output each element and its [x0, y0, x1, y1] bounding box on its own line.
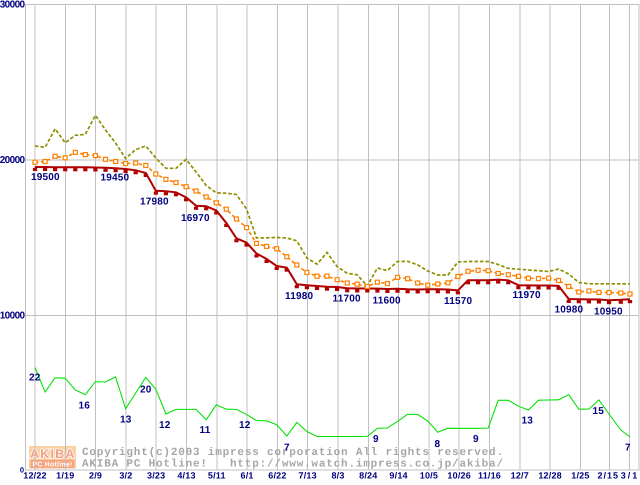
- svg-text:6/22: 6/22: [268, 470, 286, 480]
- svg-text:11980: 11980: [285, 291, 313, 302]
- svg-text:15: 15: [593, 406, 605, 417]
- svg-text:10000: 10000: [0, 311, 26, 322]
- svg-text:8/3: 8/3: [331, 470, 344, 480]
- svg-text:9: 9: [373, 434, 379, 445]
- svg-text:7: 7: [625, 443, 631, 454]
- svg-text:12: 12: [239, 420, 251, 431]
- svg-text:10/26: 10/26: [447, 470, 471, 480]
- svg-text:11/16: 11/16: [478, 470, 501, 480]
- svg-text:1/19: 1/19: [56, 470, 74, 480]
- svg-text:16970: 16970: [181, 213, 210, 224]
- svg-text:AKIBA: AKIBA: [30, 447, 76, 461]
- svg-text:22: 22: [29, 373, 41, 384]
- svg-text:11: 11: [200, 425, 211, 436]
- svg-text:9: 9: [473, 434, 479, 445]
- svg-text:4/13: 4/13: [177, 470, 195, 480]
- svg-text:16: 16: [79, 401, 91, 412]
- svg-text:10/5: 10/5: [420, 470, 438, 480]
- svg-text:30000: 30000: [0, 0, 26, 11]
- svg-text:13: 13: [522, 416, 534, 427]
- svg-text:7/13: 7/13: [299, 470, 317, 480]
- svg-text:6/1: 6/1: [241, 470, 254, 480]
- svg-text:11570: 11570: [444, 296, 472, 307]
- svg-text:11600: 11600: [373, 296, 401, 307]
- svg-text:3/1: 3/1: [621, 470, 640, 480]
- svg-text:12/22: 12/22: [23, 470, 47, 480]
- svg-text:10980: 10980: [555, 305, 584, 316]
- svg-text:7: 7: [284, 443, 290, 454]
- svg-text:11700: 11700: [333, 294, 361, 305]
- svg-text:0: 0: [20, 466, 24, 475]
- svg-text:13: 13: [120, 415, 132, 426]
- svg-text:17980: 17980: [140, 197, 169, 208]
- svg-text:12: 12: [159, 420, 171, 431]
- svg-text:8: 8: [435, 439, 441, 450]
- svg-text:12/28: 12/28: [538, 470, 562, 480]
- svg-text:3/23: 3/23: [147, 470, 165, 480]
- svg-text:20000: 20000: [0, 155, 26, 166]
- svg-text:5/11: 5/11: [208, 470, 226, 480]
- svg-text:1/25: 1/25: [571, 470, 589, 480]
- svg-text:10950: 10950: [594, 307, 623, 318]
- svg-text:11970: 11970: [513, 290, 541, 301]
- svg-text:Copyright(c)2003 impress corpo: Copyright(c)2003 impress corporation All…: [82, 447, 504, 459]
- svg-text:19450: 19450: [101, 173, 130, 184]
- svg-text:2/9: 2/9: [89, 470, 102, 480]
- svg-text:8/24: 8/24: [359, 470, 377, 480]
- svg-text:2/15: 2/15: [598, 470, 620, 480]
- svg-text:20: 20: [140, 385, 152, 396]
- svg-text:AKIBA PC Hotline! http://www: AKIBA PC Hotline! http://www.watch.impre…: [82, 458, 504, 470]
- svg-text:19500: 19500: [31, 172, 60, 183]
- svg-text:PC Hotline!: PC Hotline!: [33, 461, 73, 469]
- svg-text:3/2: 3/2: [119, 470, 132, 480]
- svg-text:9/14: 9/14: [389, 470, 407, 480]
- svg-text:12/7: 12/7: [511, 470, 529, 480]
